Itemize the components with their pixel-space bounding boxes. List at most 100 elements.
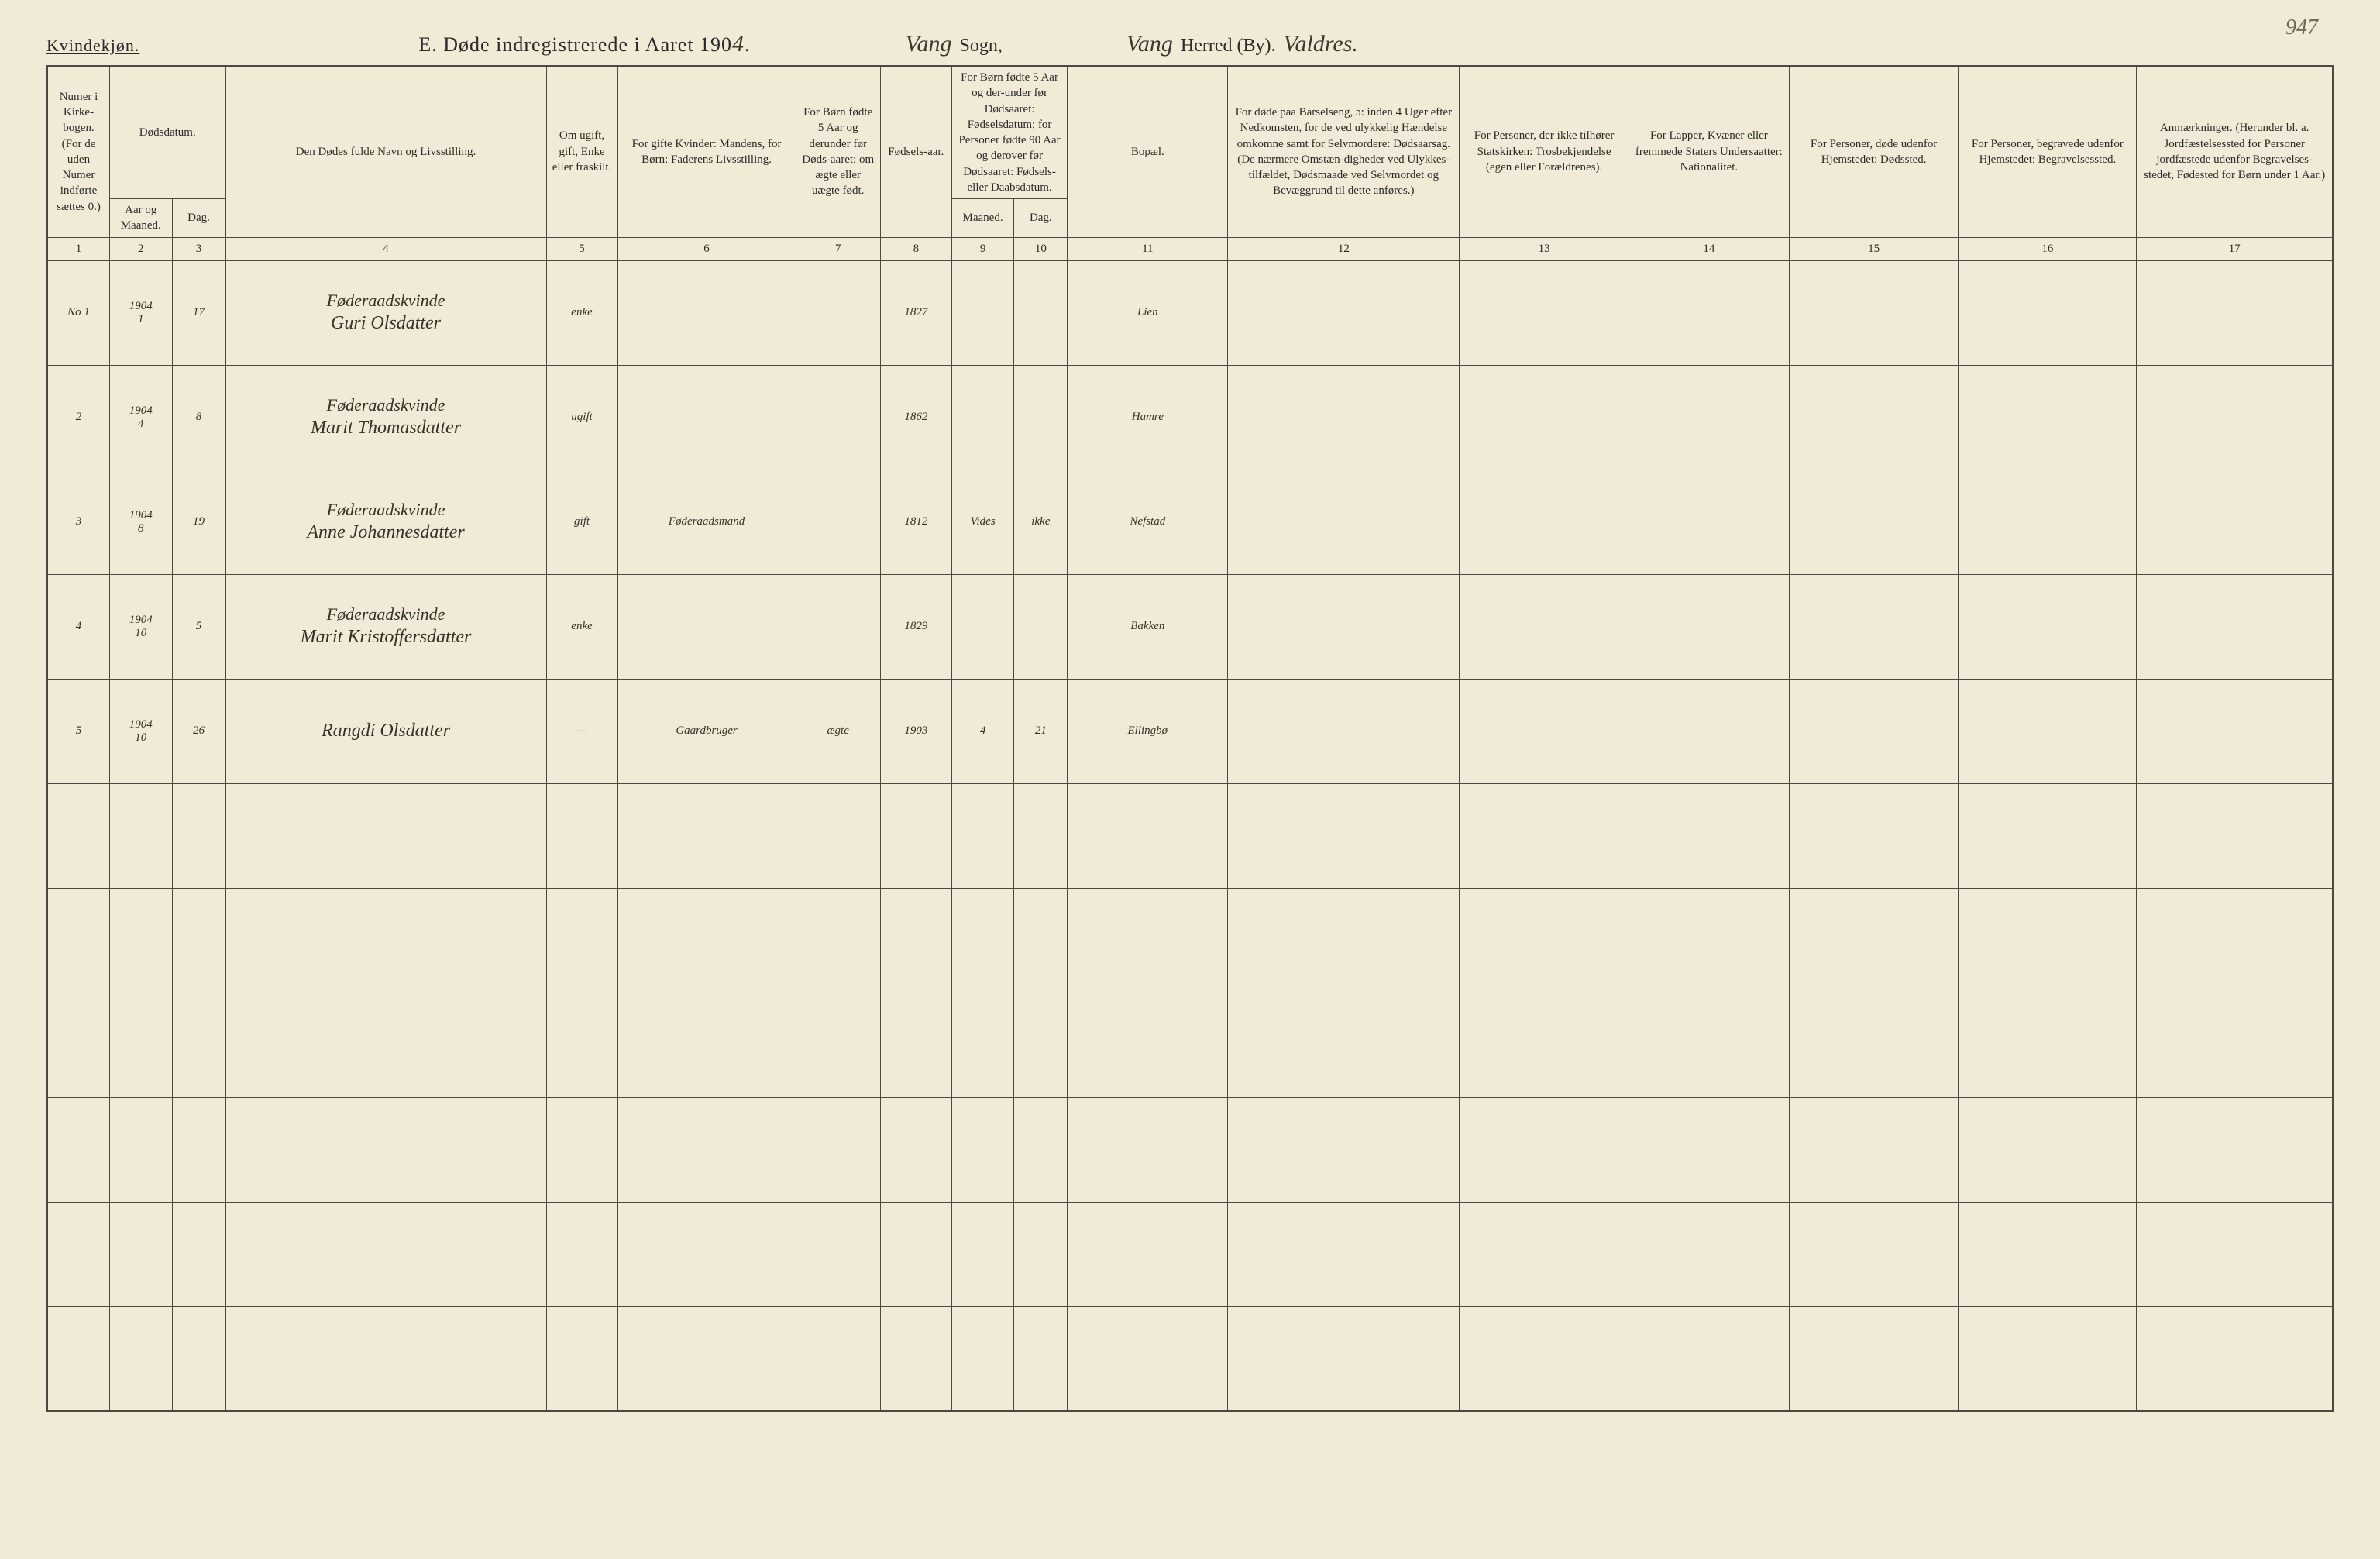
- col-header-8: Fødsels-aar.: [880, 66, 951, 237]
- cell-blank: [1228, 888, 1460, 993]
- cell-blank: [1629, 1097, 1789, 1202]
- cell-burialplace: [1959, 574, 2137, 679]
- cell-birthmonth: 4: [951, 679, 1014, 783]
- cell-blank: [47, 1202, 110, 1306]
- col-header-2-top: Dødsdatum.: [110, 66, 226, 199]
- cell-blank: [546, 1097, 617, 1202]
- cell-blank: [880, 1097, 951, 1202]
- col-header-12: For døde paa Barselseng, ɔ: inden 4 Uger…: [1228, 66, 1460, 237]
- colnum: 3: [172, 237, 225, 260]
- cell-blank: [225, 783, 546, 888]
- cell-blank: [47, 993, 110, 1097]
- cell-burialplace: [1959, 260, 2137, 365]
- cell-remarks: [2137, 260, 2333, 365]
- colnum: 8: [880, 237, 951, 260]
- cell-year-month: 19041: [110, 260, 173, 365]
- cell-faith: [1460, 574, 1629, 679]
- cell-birthmonth: Vides: [951, 470, 1014, 574]
- cell-name: FøderaadskvindeMarit Thomasdatter: [225, 365, 546, 470]
- cell-blank: [1959, 1097, 2137, 1202]
- cell-birthmonth: [951, 365, 1014, 470]
- page-number-handwritten: 947: [2285, 15, 2318, 40]
- cell-blank: [1460, 1306, 1629, 1411]
- col-header-16: For Personer, begravede udenfor Hjemsted…: [1959, 66, 2137, 237]
- cell-burialplace: [1959, 679, 2137, 783]
- cell-year-month: 190410: [110, 679, 173, 783]
- cell-residence: Nefstad: [1068, 470, 1228, 574]
- col-header-17: Anmærkninger. (Herunder bl. a. Jordfæste…: [2137, 66, 2333, 237]
- cell-status: ugift: [546, 365, 617, 470]
- colnum: 17: [2137, 237, 2333, 260]
- col-header-1: Numer i Kirke-bogen. (For de uden Numer …: [47, 66, 110, 237]
- col-header-5: Om ugift, gift, Enke eller fraskilt.: [546, 66, 617, 237]
- sogn-handwritten: Vang: [906, 31, 952, 57]
- cell-blank: [617, 1306, 796, 1411]
- cell-no: 2: [47, 365, 110, 470]
- cell-no: 3: [47, 470, 110, 574]
- cell-blank: [1228, 1306, 1460, 1411]
- cell-day: 19: [172, 470, 225, 574]
- colnum: 9: [951, 237, 1014, 260]
- cell-no: 5: [47, 679, 110, 783]
- table-row-blank: [47, 1306, 2333, 1411]
- colnum: 4: [225, 237, 546, 260]
- cell-year-month: 19044: [110, 365, 173, 470]
- register-page: 947 Kvindekjøn. E. Døde indregistrerede …: [46, 31, 2334, 1412]
- cell-blank: [1014, 1202, 1068, 1306]
- cell-year-month: 19048: [110, 470, 173, 574]
- cell-blank: [1460, 1097, 1629, 1202]
- cell-blank: [1014, 1306, 1068, 1411]
- cell-blank: [1460, 993, 1629, 1097]
- cell-burialplace: [1959, 470, 2137, 574]
- cell-blank: [110, 888, 173, 993]
- main-title: E. Døde indregistrerede i Aaret 1904.: [418, 31, 750, 57]
- death-register-table: Numer i Kirke-bogen. (For de uden Numer …: [46, 65, 2334, 1412]
- cell-blank: [546, 1202, 617, 1306]
- table-head: Numer i Kirke-bogen. (For de uden Numer …: [47, 66, 2333, 260]
- cell-blank: [546, 1306, 617, 1411]
- colnum: 13: [1460, 237, 1629, 260]
- cell-status: gift: [546, 470, 617, 574]
- cell-blank: [1228, 993, 1460, 1097]
- cell-birthday: 21: [1014, 679, 1068, 783]
- cell-blank: [1014, 1097, 1068, 1202]
- sogn-label: Sogn,: [960, 36, 1003, 57]
- cell-blank: [951, 1202, 1014, 1306]
- cell-blank: [172, 783, 225, 888]
- cell-birthyear: 1827: [880, 260, 951, 365]
- cell-day: 26: [172, 679, 225, 783]
- sogn-block: Vang Sogn,: [906, 31, 1003, 57]
- cell-blank: [1068, 1306, 1228, 1411]
- table-body: No 11904117FøderaadskvindeGuri Olsdatter…: [47, 260, 2333, 1411]
- header-row: Kvindekjøn. E. Døde indregistrerede i Aa…: [46, 31, 2334, 57]
- cell-blank: [172, 993, 225, 1097]
- cell-blank: [1014, 993, 1068, 1097]
- cell-father: Gaardbruger: [617, 679, 796, 783]
- cell-blank: [796, 888, 880, 993]
- cell-deathplace: [1789, 260, 1959, 365]
- cell-blank: [617, 783, 796, 888]
- cell-day: 17: [172, 260, 225, 365]
- cell-nationality: [1629, 365, 1789, 470]
- cell-blank: [951, 1306, 1014, 1411]
- col-header-9-top: For Børn fødte 5 Aar og der-under før Dø…: [951, 66, 1068, 199]
- cell-legit: [796, 365, 880, 470]
- cell-blank: [951, 993, 1014, 1097]
- table-row: 519041026Rangdi Olsdatter—Gaardbrugerægt…: [47, 679, 2333, 783]
- cell-deathplace: [1789, 365, 1959, 470]
- cell-blank: [1629, 993, 1789, 1097]
- col-header-9b: Dag.: [1014, 199, 1068, 238]
- cell-blank: [617, 1097, 796, 1202]
- cell-blank: [47, 783, 110, 888]
- cell-birthyear: 1812: [880, 470, 951, 574]
- cell-blank: [1068, 888, 1228, 993]
- cell-birthday: [1014, 260, 1068, 365]
- cell-blank: [1460, 1202, 1629, 1306]
- cell-remarks: [2137, 574, 2333, 679]
- cell-blank: [951, 888, 1014, 993]
- cell-blank: [2137, 1202, 2333, 1306]
- cell-no: 4: [47, 574, 110, 679]
- cell-nationality: [1629, 260, 1789, 365]
- cell-remarks: [2137, 470, 2333, 574]
- cell-blank: [951, 1097, 1014, 1202]
